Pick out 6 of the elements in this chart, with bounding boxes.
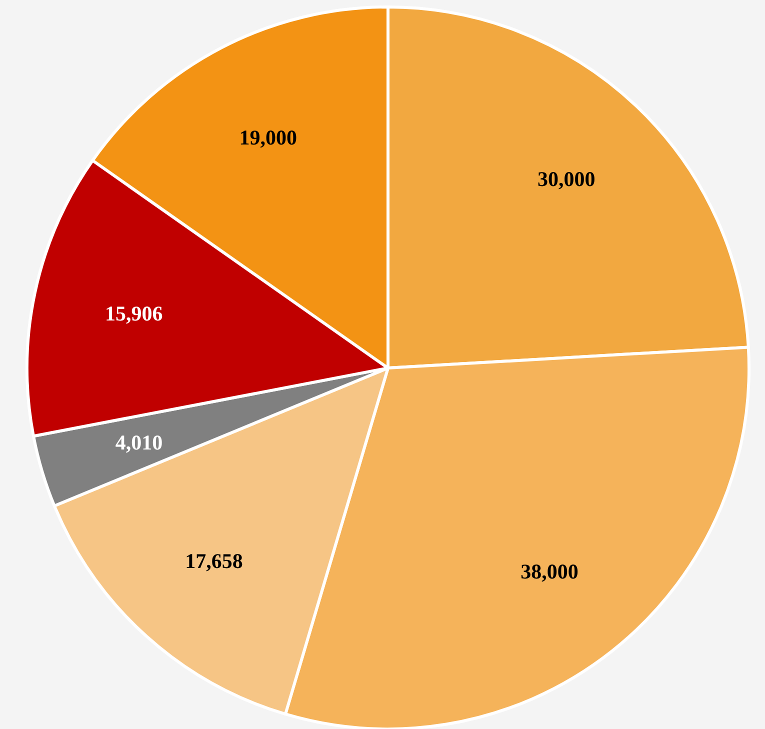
data-label: 17,658 [185, 549, 243, 574]
data-label: 15,906 [104, 301, 163, 326]
data-label: 38,000 [520, 560, 578, 584]
data-label: 4,010 [115, 430, 163, 455]
data-label: 19,000 [239, 125, 298, 150]
data-label: 30,000 [538, 166, 596, 191]
